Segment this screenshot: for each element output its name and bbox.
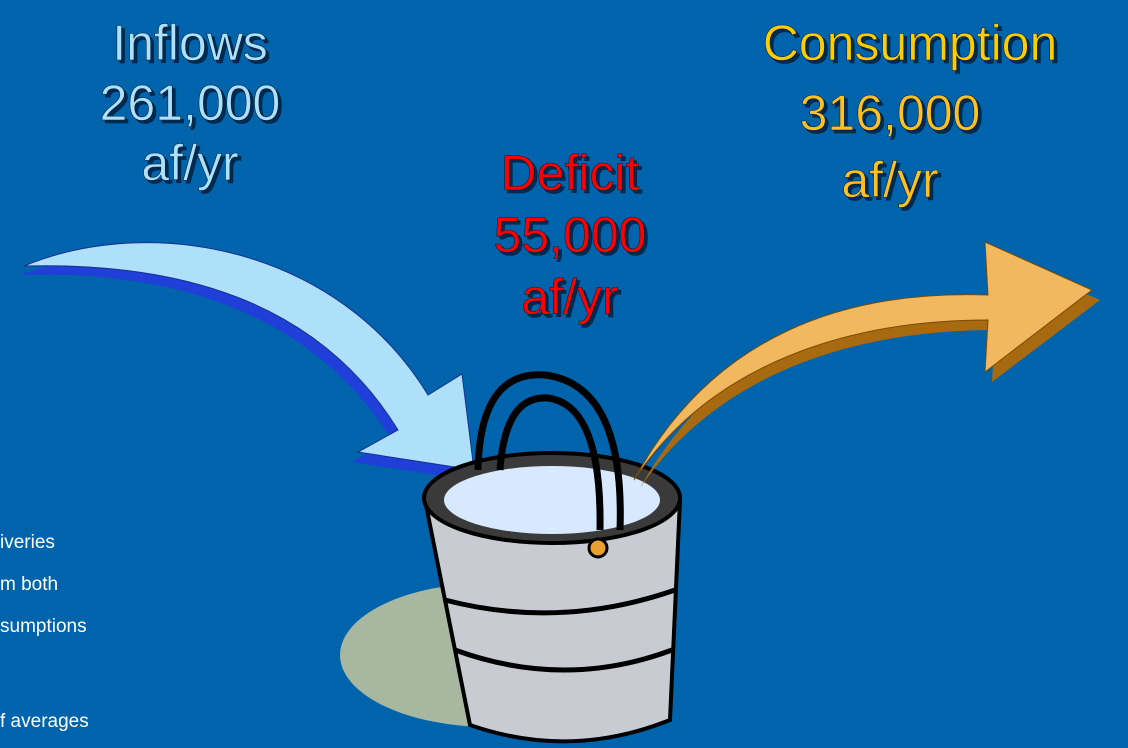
note-line: f averages xyxy=(0,711,89,732)
consumption-unit: af/yr xyxy=(841,152,938,208)
slide: Inflows Inflows 261,000 261,000 af/yr af… xyxy=(0,0,1128,748)
note-line: m both xyxy=(0,574,58,595)
deficit-title: Deficit xyxy=(501,145,640,201)
deficit-amount: 55,000 xyxy=(494,207,647,263)
inflows-title: Inflows xyxy=(112,15,268,71)
consumption-title: Consumption xyxy=(763,15,1058,71)
inflows-amount: 261,000 xyxy=(100,75,281,131)
deficit-unit: af/yr xyxy=(521,269,618,325)
bucket-rivet xyxy=(589,539,607,557)
note-line: sumptions xyxy=(0,616,87,637)
slide-canvas: Inflows Inflows 261,000 261,000 af/yr af… xyxy=(0,0,1128,748)
note-line: iveries xyxy=(0,532,55,553)
inflows-unit: af/yr xyxy=(141,135,238,191)
bucket-water xyxy=(444,466,660,534)
consumption-amount: 316,000 xyxy=(800,85,981,141)
